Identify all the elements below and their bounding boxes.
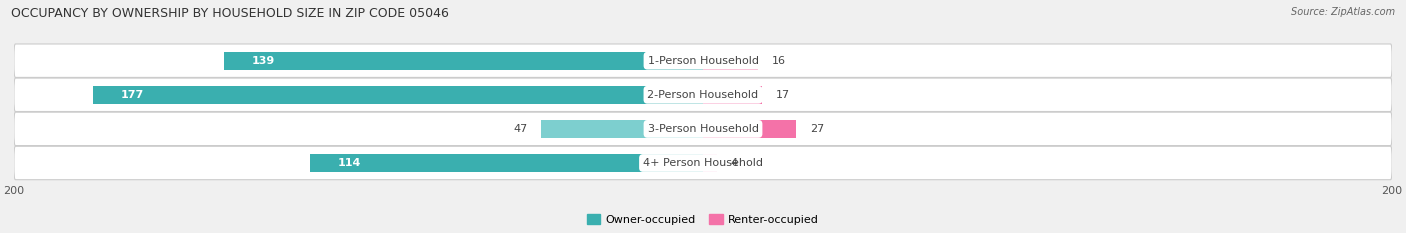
Text: 2-Person Household: 2-Person Household (647, 90, 759, 100)
Bar (703, 154, 717, 172)
Text: 27: 27 (810, 124, 824, 134)
Text: 17: 17 (775, 90, 789, 100)
Text: 4: 4 (731, 158, 738, 168)
Bar (541, 120, 703, 138)
Text: 16: 16 (772, 56, 786, 66)
Bar (224, 52, 703, 70)
FancyBboxPatch shape (14, 146, 1392, 180)
Text: 3-Person Household: 3-Person Household (648, 124, 758, 134)
FancyBboxPatch shape (14, 78, 1392, 112)
Text: 4+ Person Household: 4+ Person Household (643, 158, 763, 168)
FancyBboxPatch shape (14, 112, 1392, 146)
Text: 177: 177 (121, 90, 143, 100)
Text: Source: ZipAtlas.com: Source: ZipAtlas.com (1291, 7, 1395, 17)
Text: 139: 139 (252, 56, 276, 66)
Text: 47: 47 (513, 124, 527, 134)
Text: OCCUPANCY BY OWNERSHIP BY HOUSEHOLD SIZE IN ZIP CODE 05046: OCCUPANCY BY OWNERSHIP BY HOUSEHOLD SIZE… (11, 7, 449, 20)
Bar (703, 120, 796, 138)
FancyBboxPatch shape (14, 44, 1392, 77)
Text: 1-Person Household: 1-Person Household (648, 56, 758, 66)
Legend: Owner-occupied, Renter-occupied: Owner-occupied, Renter-occupied (582, 210, 824, 229)
Text: 114: 114 (337, 158, 361, 168)
Bar (311, 154, 703, 172)
Bar (93, 86, 703, 104)
Bar (703, 86, 762, 104)
Bar (703, 52, 758, 70)
